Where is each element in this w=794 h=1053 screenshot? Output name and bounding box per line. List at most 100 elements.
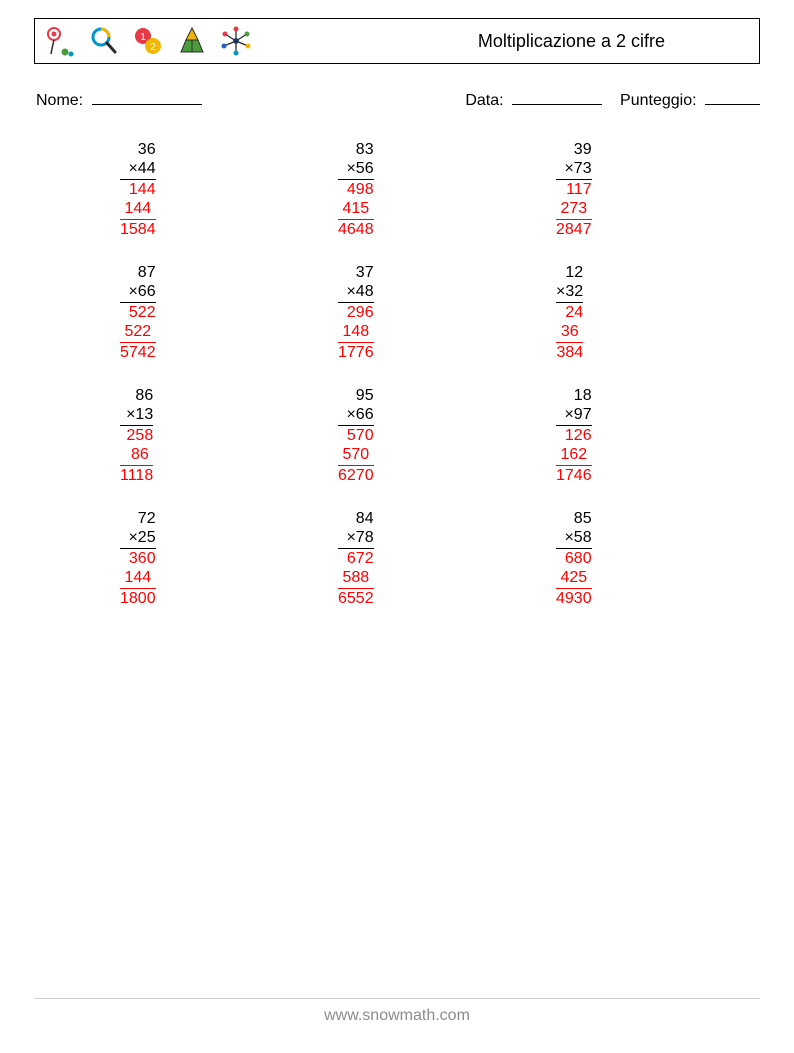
score-blank[interactable] <box>705 90 760 105</box>
partial-product-2: 415 <box>338 199 374 218</box>
footer-text: www.snowmath.com <box>0 1007 794 1025</box>
calc-block: 39 ×73 117273 2847 <box>556 140 592 239</box>
partial-product-1: 117 <box>556 180 592 199</box>
name-blank[interactable] <box>92 90 202 105</box>
multiplication-problem: 85 ×58 680425 4930 <box>506 509 724 608</box>
calc-block: 83 ×56 498415 4648 <box>338 140 374 239</box>
multiplication-problem: 12×32 2436 384 <box>506 263 724 362</box>
partial-product-1: 126 <box>556 426 592 445</box>
multiplier: ×25 <box>120 528 156 547</box>
partial-product-2: 144 <box>120 568 156 587</box>
multiplication-problem: 86 ×13 258 86 1118 <box>70 386 288 485</box>
multiplicand: 18 <box>556 386 592 405</box>
calc-block: 37 ×48 296148 1776 <box>338 263 374 362</box>
partial-product-2: 425 <box>556 568 592 587</box>
svg-text:2: 2 <box>150 42 156 53</box>
partial-product-1: 360 <box>120 549 156 568</box>
product-result: 2847 <box>556 220 592 239</box>
partial-product-2: 86 <box>120 445 153 464</box>
date-blank[interactable] <box>512 90 602 105</box>
date-label: Data: <box>465 92 503 109</box>
calc-block: 18 ×97 126162 1746 <box>556 386 592 485</box>
pyramid-icon <box>175 24 209 58</box>
partial-product-1: 570 <box>338 426 374 445</box>
multiplication-problem: 83 ×56 498415 4648 <box>288 140 506 239</box>
svg-text:1: 1 <box>140 32 146 43</box>
partial-product-2: 162 <box>556 445 592 464</box>
partial-product-1: 24 <box>556 303 583 322</box>
calc-block: 36 ×44 144144 1584 <box>120 140 156 239</box>
multiplier: ×78 <box>338 528 374 547</box>
multiplication-problem: 72 ×25 360144 1800 <box>70 509 288 608</box>
multiplicand: 87 <box>120 263 156 282</box>
score-field: Punteggio: <box>620 90 760 110</box>
worksheet-page: { "header": { "title": "Moltiplicazione … <box>0 0 794 1053</box>
multiplicand: 37 <box>338 263 374 282</box>
date-field: Data: <box>465 90 602 110</box>
partial-product-2: 148 <box>338 322 374 341</box>
multiplier: ×66 <box>120 282 156 301</box>
partial-product-2: 588 <box>338 568 374 587</box>
partial-product-1: 680 <box>556 549 592 568</box>
score-label: Punteggio: <box>620 92 697 109</box>
product-result: 6270 <box>338 466 374 485</box>
calc-block: 84 ×78 672588 6552 <box>338 509 374 608</box>
footer-divider <box>34 998 760 999</box>
product-result: 1746 <box>556 466 592 485</box>
header-box: 1 2 <box>34 18 760 64</box>
multiplier: ×48 <box>338 282 374 301</box>
calc-block: 87 ×66 522522 5742 <box>120 263 156 362</box>
partial-product-1: 296 <box>338 303 374 322</box>
multiplicand: 95 <box>338 386 374 405</box>
multiplier: ×66 <box>338 405 374 424</box>
numbered-circles-icon: 1 2 <box>131 24 165 58</box>
product-result: 5742 <box>120 343 156 362</box>
network-icon <box>219 24 253 58</box>
product-result: 1776 <box>338 343 374 362</box>
multiplicand: 12 <box>556 263 583 282</box>
product-result: 4648 <box>338 220 374 239</box>
multiplication-problem: 37 ×48 296148 1776 <box>288 263 506 362</box>
product-result: 4930 <box>556 589 592 608</box>
partial-product-1: 498 <box>338 180 374 199</box>
partial-product-1: 522 <box>120 303 156 322</box>
multiplier: ×32 <box>556 282 583 301</box>
calc-block: 95 ×66 570570 6270 <box>338 386 374 485</box>
calc-block: 72 ×25 360144 1800 <box>120 509 156 608</box>
multiplication-problem: 36 ×44 144144 1584 <box>70 140 288 239</box>
partial-product-2: 522 <box>120 322 156 341</box>
partial-product-2: 144 <box>120 199 156 218</box>
calc-block: 12×32 2436 384 <box>556 263 583 362</box>
name-field: Nome: <box>34 90 202 110</box>
multiplier: ×58 <box>556 528 592 547</box>
multiplier: ×44 <box>120 159 156 178</box>
partial-product-1: 144 <box>120 180 156 199</box>
multiplication-problem: 87 ×66 522522 5742 <box>70 263 288 362</box>
icon-strip: 1 2 <box>43 24 253 58</box>
partial-product-1: 258 <box>120 426 153 445</box>
partial-product-2: 570 <box>338 445 374 464</box>
partial-product-2: 273 <box>556 199 592 218</box>
multiplier: ×56 <box>338 159 374 178</box>
multiplication-problem: 18 ×97 126162 1746 <box>506 386 724 485</box>
pin-icon <box>43 24 77 58</box>
multiplicand: 85 <box>556 509 592 528</box>
product-result: 1800 <box>120 589 156 608</box>
problems-grid: 36 ×44 144144 1584 83 ×56 498415 4648 39… <box>34 140 760 608</box>
multiplier: ×13 <box>120 405 153 424</box>
multiplication-problem: 84 ×78 672588 6552 <box>288 509 506 608</box>
calc-block: 85 ×58 680425 4930 <box>556 509 592 608</box>
name-label: Nome: <box>36 92 83 109</box>
multiplier: ×73 <box>556 159 592 178</box>
worksheet-title: Moltiplicazione a 2 cifre <box>478 31 745 52</box>
multiplication-problem: 95 ×66 570570 6270 <box>288 386 506 485</box>
info-row: Nome: Data: Punteggio: <box>34 90 760 110</box>
multiplication-problem: 39 ×73 117273 2847 <box>506 140 724 239</box>
multiplicand: 83 <box>338 140 374 159</box>
multiplicand: 39 <box>556 140 592 159</box>
product-result: 384 <box>556 343 583 362</box>
magnifier-icon <box>87 24 121 58</box>
partial-product-2: 36 <box>556 322 583 341</box>
multiplicand: 86 <box>120 386 153 405</box>
multiplicand: 84 <box>338 509 374 528</box>
